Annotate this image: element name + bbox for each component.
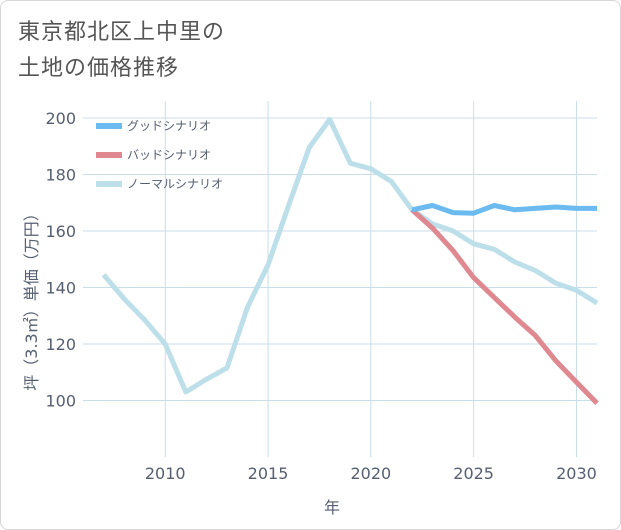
- y-axis-label: 坪（3.3㎡）単価（万円）: [22, 205, 41, 390]
- y-tick-label: 120: [45, 335, 76, 354]
- chart-title-line-1: 東京都北区上中里の: [18, 20, 226, 45]
- legend-label-normal: ノーマルシナリオ: [127, 177, 223, 191]
- x-tick-labels: 2010 2015 2020 2025 2030: [145, 464, 597, 483]
- legend-label-good: グッドシナリオ: [127, 119, 211, 133]
- x-tick-label: 2015: [248, 464, 289, 483]
- y-gridlines: [83, 117, 597, 401]
- chart-title-line-2: 土地の価格推移: [18, 56, 180, 81]
- x-tick-label: 2010: [145, 464, 186, 483]
- y-tick-label: 100: [45, 391, 76, 410]
- series-line-good: [411, 203, 597, 216]
- series-line-bad: [410, 207, 599, 406]
- chart-title: 東京都北区上中里の 土地の価格推移: [18, 15, 225, 87]
- y-tick-label: 180: [45, 165, 76, 184]
- y-tick-label: 140: [45, 278, 76, 297]
- plot-area: [83, 101, 597, 457]
- y-tick-label: 200: [45, 109, 76, 128]
- series-line-normal: [101, 116, 599, 395]
- legend-label-bad: バッドシナリオ: [127, 148, 211, 162]
- y-tick-label: 160: [45, 222, 76, 241]
- x-tick-label: 2020: [350, 464, 391, 483]
- x-tick-label: 2025: [453, 464, 494, 483]
- y-tick-labels: 100 120 140 160 180 200: [45, 109, 76, 411]
- series-lines: [101, 116, 599, 406]
- x-tick-label: 2030: [556, 464, 597, 483]
- x-axis-label: 年: [324, 498, 340, 517]
